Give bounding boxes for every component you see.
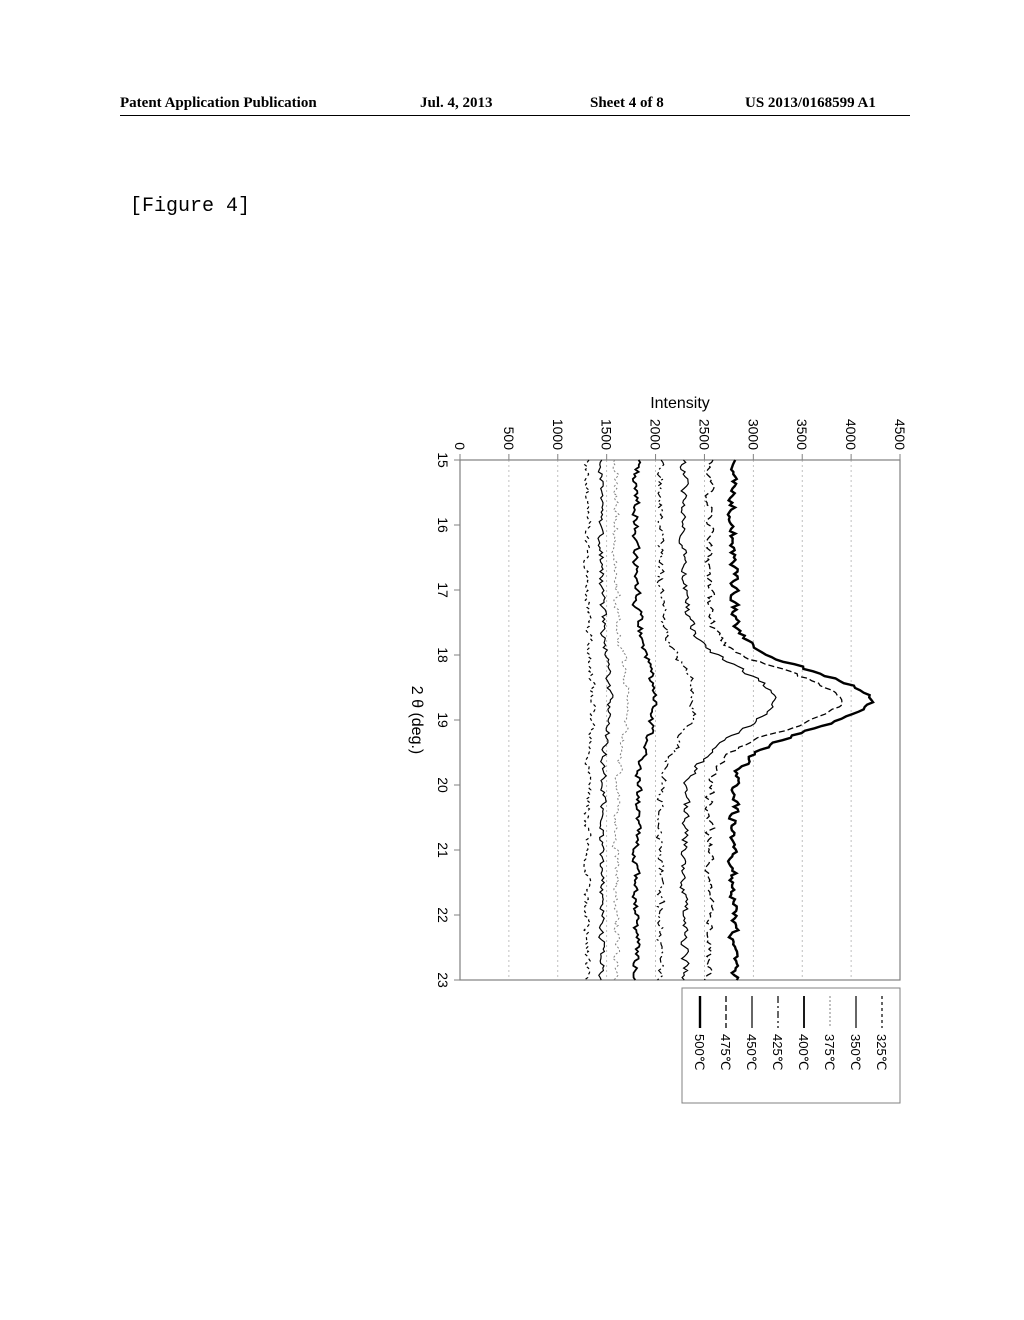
svg-text:4500: 4500 bbox=[892, 419, 908, 450]
svg-text:3500: 3500 bbox=[794, 419, 810, 450]
legend-label: 500℃ bbox=[692, 1034, 707, 1070]
svg-text:4000: 4000 bbox=[843, 419, 859, 450]
svg-text:2000: 2000 bbox=[648, 419, 664, 450]
svg-text:22: 22 bbox=[435, 907, 451, 923]
svg-text:20: 20 bbox=[435, 777, 451, 793]
legend-box bbox=[682, 988, 900, 1103]
svg-text:1000: 1000 bbox=[550, 419, 566, 450]
header-rule bbox=[120, 115, 910, 116]
svg-text:23: 23 bbox=[435, 972, 451, 988]
figure-label: [Figure 4] bbox=[130, 195, 250, 218]
legend-label: 475℃ bbox=[718, 1034, 733, 1070]
svg-text:18: 18 bbox=[435, 647, 451, 663]
svg-text:2 θ (deg.): 2 θ (deg.) bbox=[408, 686, 425, 754]
svg-text:15: 15 bbox=[435, 452, 451, 468]
header-publication: Patent Application Publication bbox=[120, 95, 317, 112]
header-pubno: US 2013/0168599 A1 bbox=[745, 95, 876, 112]
svg-text:500: 500 bbox=[501, 427, 517, 451]
svg-text:0: 0 bbox=[452, 442, 468, 450]
svg-text:16: 16 bbox=[435, 517, 451, 533]
legend-label: 375℃ bbox=[822, 1034, 837, 1070]
xrd-chart: 1516171819202122230500100015002000250030… bbox=[200, 390, 920, 910]
svg-text:21: 21 bbox=[435, 842, 451, 858]
legend-label: 350℃ bbox=[848, 1034, 863, 1070]
svg-text:1500: 1500 bbox=[599, 419, 615, 450]
svg-text:3000: 3000 bbox=[745, 419, 761, 450]
header-date: Jul. 4, 2013 bbox=[420, 95, 493, 112]
legend-label: 400℃ bbox=[796, 1034, 811, 1070]
legend-label: 450℃ bbox=[744, 1034, 759, 1070]
svg-text:2500: 2500 bbox=[696, 419, 712, 450]
svg-text:19: 19 bbox=[435, 712, 451, 728]
svg-text:17: 17 bbox=[435, 582, 451, 598]
svg-text:Intensity: Intensity bbox=[650, 395, 710, 412]
header-sheet: Sheet 4 of 8 bbox=[590, 95, 664, 112]
legend-label: 425℃ bbox=[770, 1034, 785, 1070]
legend-label: 325℃ bbox=[874, 1034, 889, 1070]
